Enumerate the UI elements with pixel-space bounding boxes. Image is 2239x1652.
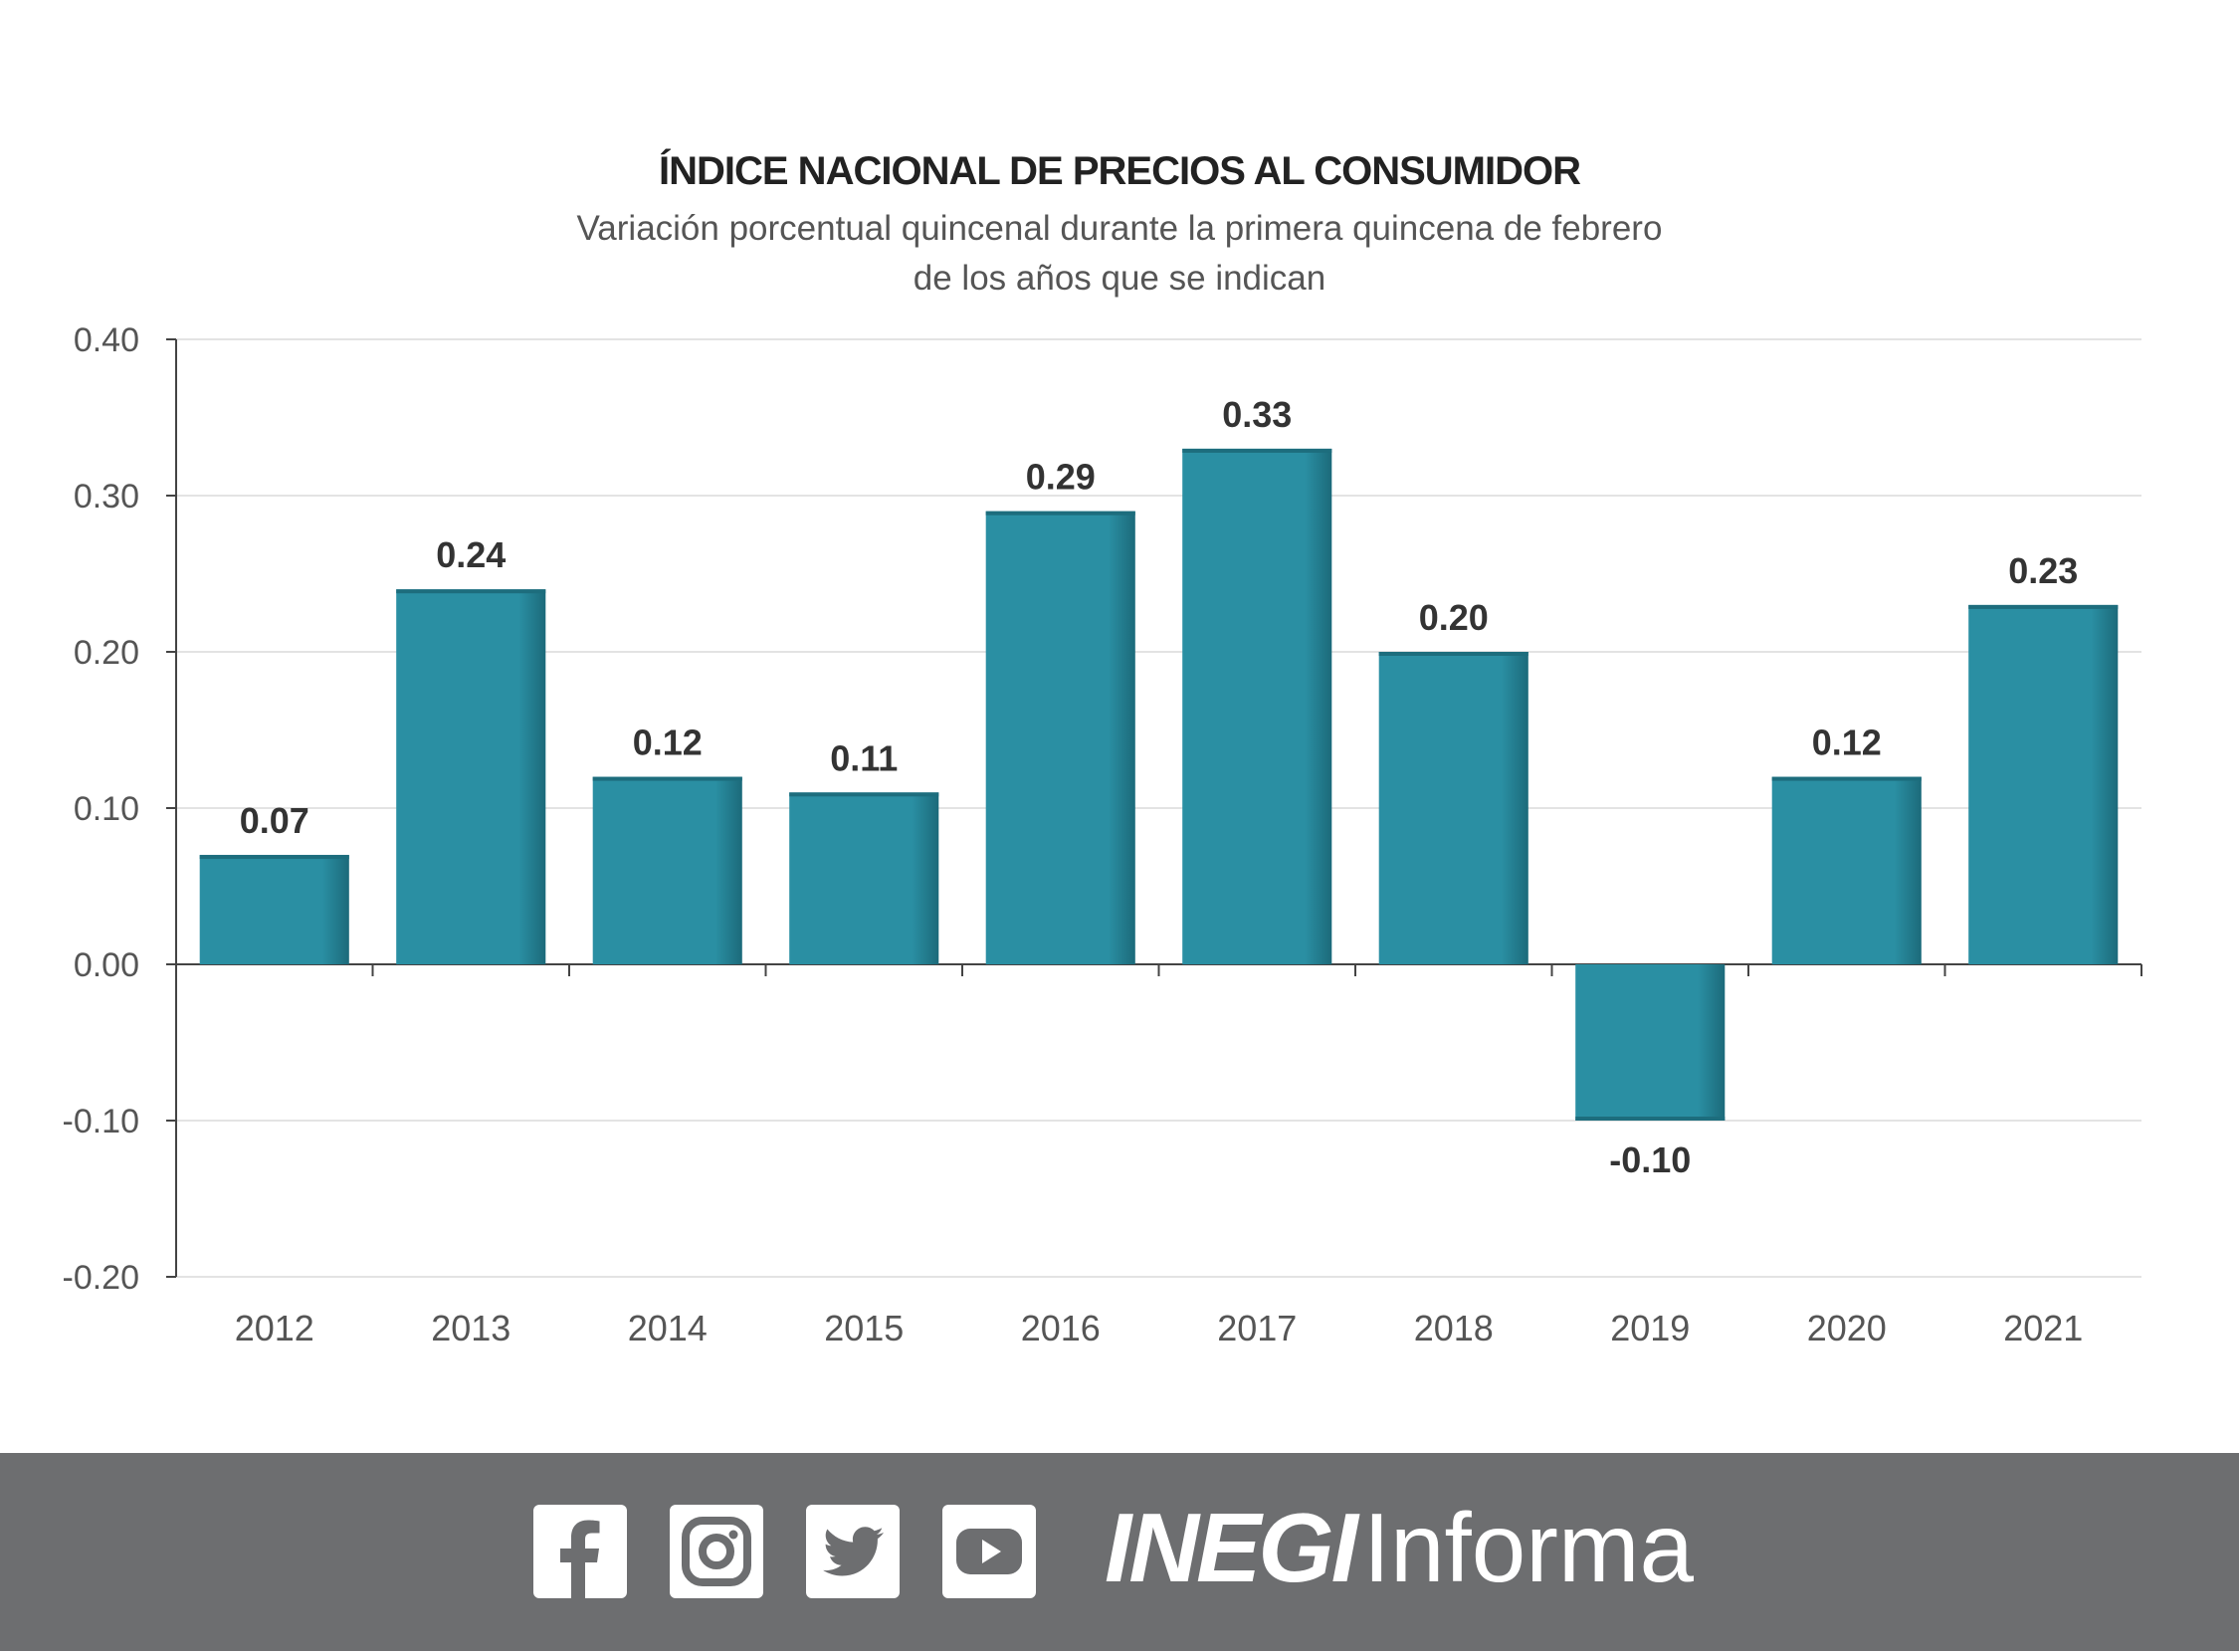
instagram-icon[interactable] [670,1505,763,1598]
y-tick-label: 0.00 [74,946,139,984]
bar-edge [592,776,742,781]
bar-chart: 0.40 0.30 0.20 0.10 0.00 -0.10 -0.20 2012 2013 20… [63,321,2142,1348]
bar-edge [1182,448,1332,453]
data-label: 0.07 [240,800,309,841]
facebook-icon[interactable] [533,1505,627,1598]
bar-2019 [1575,964,1726,1121]
chart-area: ÍNDICE NACIONAL DE PRECIOS AL CONSUMIDOR… [63,149,2142,1348]
bar-edge [1575,1117,1726,1121]
x-tick-label: 2019 [1610,1308,1690,1348]
y-tick-label: 0.10 [74,790,139,828]
bar-edge [789,792,939,797]
footer-bar: INEGIInforma [0,1453,2239,1651]
bars [199,448,2119,1121]
y-tick-label: 0.30 [74,478,139,516]
x-tick-label: 2018 [1414,1308,1494,1348]
data-label: 0.24 [436,534,506,575]
bar-edge [1771,776,1922,781]
data-label: 0.12 [633,723,703,763]
data-label: 0.23 [2008,550,2078,591]
bar-edge [985,511,1135,516]
data-label: 0.11 [830,737,898,778]
bar-2020 [1771,776,1922,964]
x-tick-label: 2017 [1217,1308,1297,1348]
twitter-icon[interactable] [806,1505,900,1598]
bar-2021 [1968,604,2119,964]
bar-2017 [1182,448,1332,964]
data-label: 0.33 [1222,394,1292,435]
bar-2014 [592,776,742,964]
x-tick-label: 2013 [431,1308,510,1348]
inegi-informa-logo: INEGIInforma [1105,1473,1694,1622]
data-label: -0.10 [1609,1139,1691,1180]
data-label: 0.20 [1419,597,1489,638]
y-tick-label: -0.10 [63,1103,140,1140]
bar-2015 [789,792,939,964]
brand-inegi: INEGI [1105,1493,1358,1602]
chart-title: ÍNDICE NACIONAL DE PRECIOS AL CONSUMIDOR [659,149,1581,193]
youtube-icon[interactable] [942,1505,1036,1598]
data-labels: 0.07 0.24 0.12 0.11 0.29 0.33 0.20 -0.10 0.12 0.2… [240,394,2079,1180]
chart-subtitle: Variación porcentual quincenal durante l… [576,209,1663,298]
axes: 0.40 0.30 0.20 0.10 0.00 -0.10 -0.20 2012 2013 20… [63,321,2142,1348]
bar-2018 [1378,652,1528,964]
x-tick-label: 2015 [824,1308,904,1348]
bar-2012 [199,855,349,964]
x-tick-label: 2016 [1021,1308,1101,1348]
data-label: 0.29 [1026,457,1096,498]
bar-2013 [396,589,546,964]
bar-edge [1968,604,2119,609]
brand-informa: Informa [1362,1493,1695,1602]
bar-edge [396,589,546,594]
y-tick-label: -0.20 [63,1259,140,1297]
bar-edge [1378,652,1528,656]
data-label: 0.12 [1812,723,1882,763]
bar-2016 [985,511,1135,964]
x-tick-label: 2012 [235,1308,314,1348]
x-tick-label: 2014 [628,1308,708,1348]
y-tick-label: 0.20 [74,634,139,672]
x-tick-label: 2021 [2003,1308,2083,1348]
y-tick-label: 0.40 [74,321,139,359]
x-tick-label: 2020 [1807,1308,1887,1348]
bar-edge [199,855,349,860]
